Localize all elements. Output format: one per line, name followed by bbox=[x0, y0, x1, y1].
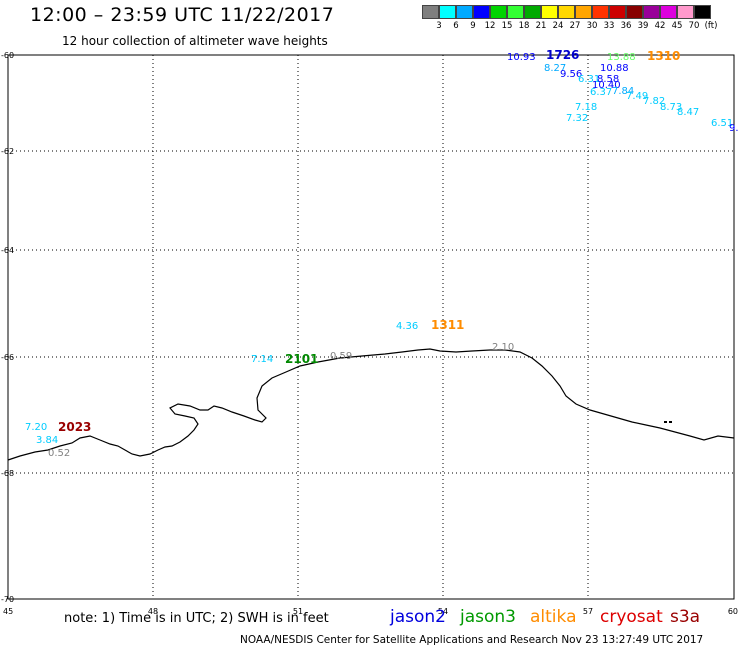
wave-height-value: 13.88 bbox=[607, 52, 636, 63]
legend-label: 3 bbox=[436, 21, 442, 31]
pass-time-label: 2101 bbox=[285, 352, 318, 366]
legend-labels: 3 6 9 12 15 18 21 24 27 30 33 36 39 42 45 70 (ft) bbox=[422, 19, 717, 31]
y-tick-label: -64 bbox=[1, 246, 14, 255]
legend-swatch bbox=[558, 5, 575, 19]
wave-height-value: 4.36 bbox=[396, 321, 418, 332]
legend-label: 27 bbox=[569, 21, 581, 31]
legend-label: 15 bbox=[501, 21, 513, 31]
legend-swatch bbox=[456, 5, 473, 19]
satellite-cryosat: cryosat bbox=[600, 607, 663, 627]
x-tick-label: 51 bbox=[293, 607, 303, 616]
x-tick-label: 60 bbox=[728, 607, 738, 616]
legend-swatch bbox=[439, 5, 456, 19]
legend-swatch bbox=[422, 5, 439, 19]
legend-label: 18 bbox=[518, 21, 530, 31]
legend-label: 33 bbox=[603, 21, 615, 31]
map-title: 12:00 – 23:59 UTC 11/22/2017 bbox=[30, 4, 335, 26]
y-axis-ticks: -60 -62 -64 -66 -68 -70 bbox=[1, 51, 14, 604]
x-tick-label: 54 bbox=[438, 607, 448, 616]
legend-label: 6 bbox=[453, 21, 459, 31]
credit-line: NOAA/NESDIS Center for Satellite Applica… bbox=[240, 634, 704, 646]
y-tick-label: -66 bbox=[1, 353, 14, 362]
legend-swatch bbox=[524, 5, 541, 19]
wave-height-value: 7.18 bbox=[575, 102, 597, 113]
wave-height-value: 7.14 bbox=[251, 354, 273, 365]
wave-height-value: 6.51 bbox=[711, 118, 733, 129]
wave-height-value: 9.56 bbox=[560, 69, 582, 80]
wave-height-value: 7.49 bbox=[626, 91, 648, 102]
satellite-altika: altika bbox=[530, 607, 577, 627]
legend-swatch bbox=[507, 5, 524, 19]
wave-height-value: 10.93 bbox=[507, 52, 536, 63]
wave-height-value: 7.82 bbox=[643, 96, 665, 107]
legend-swatch bbox=[541, 5, 558, 19]
wave-height-value: 10.88 bbox=[600, 63, 629, 74]
satellite-jason2: jason2 bbox=[390, 607, 446, 627]
wave-height-value: 6.31 bbox=[578, 74, 600, 85]
map-frame bbox=[7, 54, 735, 600]
wave-height-value: 7.32 bbox=[566, 113, 588, 124]
antarctic-coastline bbox=[7, 348, 735, 461]
pass-time-label: 1311 bbox=[431, 318, 464, 332]
legend-swatch bbox=[626, 5, 643, 19]
wave-height-value: 10.40 bbox=[592, 80, 621, 91]
color-legend: 3 6 9 12 15 18 21 24 27 30 33 36 39 42 45 70 (ft) bbox=[422, 5, 717, 31]
legend-label: 24 bbox=[552, 21, 564, 31]
wave-height-value: 2.10 bbox=[492, 342, 514, 353]
satellite-jason3: jason3 bbox=[460, 607, 516, 627]
wave-height-value: 3.84 bbox=[36, 435, 58, 446]
legend-label: (ft) bbox=[704, 21, 718, 31]
legend-swatch bbox=[609, 5, 626, 19]
legend-swatch bbox=[643, 5, 660, 19]
wave-height-value: 0.52 bbox=[48, 448, 70, 459]
legend-swatch bbox=[677, 5, 694, 19]
legend-label: 12 bbox=[484, 21, 496, 31]
satellite-s3a: s3a bbox=[670, 607, 701, 627]
legend-label: 42 bbox=[654, 21, 666, 31]
legend-swatch bbox=[473, 5, 490, 19]
pass-time-label: 1310 bbox=[647, 49, 680, 63]
legend-label: 70 bbox=[688, 21, 700, 31]
y-tick-label: -68 bbox=[1, 469, 14, 478]
units-note: note: 1) Time is in UTC; 2) SWH is in fe… bbox=[64, 611, 329, 626]
y-tick-label: -60 bbox=[1, 51, 14, 60]
pass-time-label: 2023 bbox=[58, 420, 91, 434]
legend-swatches bbox=[422, 5, 711, 19]
wave-height-value: 8.27 bbox=[544, 63, 566, 74]
legend-label: 45 bbox=[671, 21, 683, 31]
legend-label: 21 bbox=[535, 21, 547, 31]
grid bbox=[8, 55, 734, 599]
pass-time-label: 1726 bbox=[546, 48, 579, 62]
wave-height-value: 7.84 bbox=[612, 86, 634, 97]
x-axis-ticks: 45 48 51 54 57 60 bbox=[3, 607, 738, 616]
x-tick-label: 57 bbox=[583, 607, 593, 616]
wave-height-value: 7.20 bbox=[25, 422, 47, 433]
wave-height-value: 8.58 bbox=[597, 74, 619, 85]
legend-label: 36 bbox=[620, 21, 632, 31]
wave-height-value: 6.37 bbox=[590, 87, 612, 98]
x-tick-label: 45 bbox=[3, 607, 13, 616]
legend-swatch bbox=[660, 5, 677, 19]
y-tick-label: -62 bbox=[1, 147, 14, 156]
legend-label: 39 bbox=[637, 21, 649, 31]
legend-label: 30 bbox=[586, 21, 598, 31]
legend-swatch bbox=[490, 5, 507, 19]
y-tick-label: -70 bbox=[1, 595, 14, 604]
x-tick-label: 48 bbox=[148, 607, 158, 616]
legend-swatch bbox=[592, 5, 609, 19]
wave-height-value: 8.47 bbox=[677, 107, 699, 118]
wave-height-value: 0.59 bbox=[330, 351, 352, 362]
legend-swatch bbox=[694, 5, 711, 19]
map-subtitle: 12 hour collection of altimeter wave hei… bbox=[62, 34, 328, 48]
wave-height-value: 9. bbox=[729, 123, 739, 134]
wave-height-value: 8.73 bbox=[660, 102, 682, 113]
legend-swatch bbox=[575, 5, 592, 19]
legend-label: 9 bbox=[470, 21, 476, 31]
